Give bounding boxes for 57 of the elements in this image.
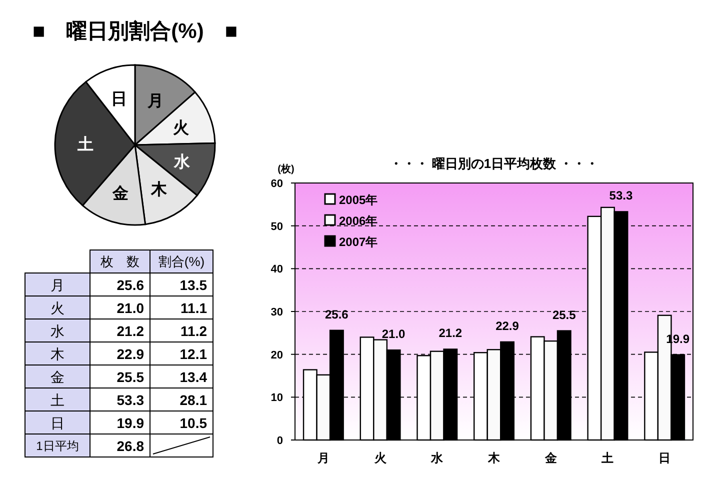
y-tick-label: 30 <box>270 306 283 318</box>
text: 13.5 <box>180 277 208 293</box>
slice-label: 木 <box>150 180 168 198</box>
text: 22.9 <box>116 346 144 362</box>
legend-label: 2007年 <box>339 235 378 249</box>
slice-label: 火 <box>173 118 190 137</box>
legend-label: 日 <box>50 415 64 431</box>
category-label: 金 <box>50 369 64 385</box>
x-tick-label: 日 <box>658 451 671 465</box>
text: 21.2 <box>116 323 144 339</box>
y-tick-label: 20 <box>270 349 283 362</box>
y-axis-title: (枚) <box>278 163 294 175</box>
text: 11.2 <box>180 323 208 339</box>
text: 53.3 <box>116 392 144 408</box>
text: 11.1 <box>180 300 208 316</box>
x-tick-label: 火 <box>373 451 388 465</box>
text: 1日平均 <box>36 439 79 453</box>
y-tick-label: 60 <box>270 178 283 190</box>
text: 12.1 <box>180 346 208 362</box>
x-tick-label: 金 <box>544 451 558 465</box>
text: 10.5 <box>180 415 208 431</box>
legend-label: 2006年 <box>339 214 378 228</box>
text: 21.0 <box>116 300 144 316</box>
x-tick-label: 水 <box>430 451 444 465</box>
x-tick-label: 月 <box>316 451 330 465</box>
chart-title: ■ 曜日別割合(%) ■ <box>32 19 238 43</box>
text: 28.1 <box>180 392 208 408</box>
slice-label: 金 <box>112 184 129 202</box>
slice-label: 水 <box>172 153 191 172</box>
text: 枚 数 <box>100 254 140 269</box>
x-tick-label: 土 <box>600 451 614 465</box>
x-tick-label: 木 <box>487 451 501 465</box>
y-tick-label: 10 <box>270 392 283 404</box>
category-label: 土 <box>50 392 64 408</box>
legend-label: 木 <box>50 346 64 362</box>
legend-label: 2005年 <box>339 193 378 207</box>
slice-label: 月 <box>146 92 164 110</box>
y-tick-label: 50 <box>270 220 283 233</box>
chart-title: ・・・ 曜日別の1日平均枚数 ・・・ <box>389 156 599 171</box>
category-label: 水 <box>50 323 64 339</box>
slice-label: 土 <box>76 136 94 154</box>
data-label: 53.3 <box>609 188 633 203</box>
data-label: 21.0 <box>382 327 406 342</box>
text: 25.5 <box>116 369 144 385</box>
data-label: 22.9 <box>496 318 520 333</box>
y-tick-label: 40 <box>270 264 283 276</box>
text: 割合(%) <box>158 254 205 269</box>
text: 13.4 <box>180 369 208 385</box>
text: 25.6 <box>116 277 144 293</box>
category-label: 月 <box>50 277 64 293</box>
slice-label: 日 <box>110 91 127 108</box>
legend-label: 火 <box>50 300 64 316</box>
text: 26.8 <box>116 438 144 454</box>
data-label: 25.5 <box>552 308 576 322</box>
y-tick-label: 0 <box>276 435 283 447</box>
text: 19.9 <box>116 415 144 431</box>
data-label: 21.2 <box>438 326 462 340</box>
